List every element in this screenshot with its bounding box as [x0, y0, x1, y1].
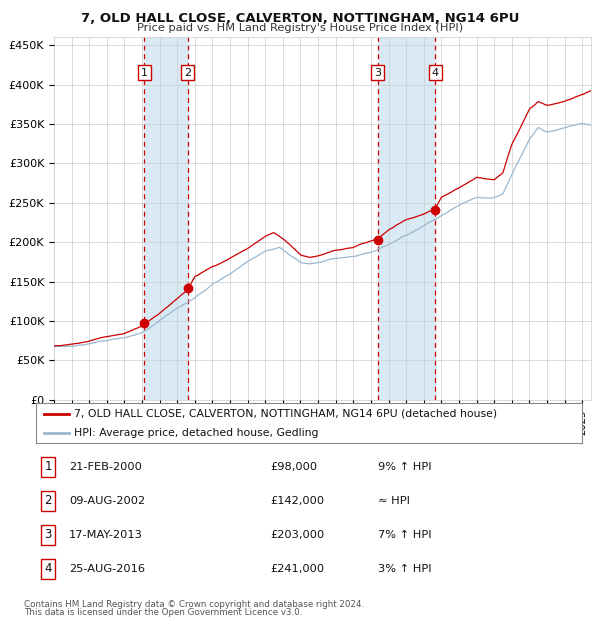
Text: 4: 4 — [44, 562, 52, 575]
Text: 2: 2 — [44, 494, 52, 507]
Text: 7% ↑ HPI: 7% ↑ HPI — [378, 529, 431, 540]
Text: 3: 3 — [44, 528, 52, 541]
Text: £142,000: £142,000 — [270, 495, 324, 506]
Text: 7, OLD HALL CLOSE, CALVERTON, NOTTINGHAM, NG14 6PU (detached house): 7, OLD HALL CLOSE, CALVERTON, NOTTINGHAM… — [74, 409, 497, 419]
Text: 3: 3 — [374, 68, 381, 78]
Text: Contains HM Land Registry data © Crown copyright and database right 2024.: Contains HM Land Registry data © Crown c… — [24, 600, 364, 609]
Text: This data is licensed under the Open Government Licence v3.0.: This data is licensed under the Open Gov… — [24, 608, 302, 617]
Text: 1: 1 — [141, 68, 148, 78]
Bar — [145, 37, 188, 400]
Text: 9% ↑ HPI: 9% ↑ HPI — [378, 461, 431, 472]
Text: £241,000: £241,000 — [270, 564, 324, 574]
Text: 1: 1 — [44, 460, 52, 473]
Text: HPI: Average price, detached house, Gedling: HPI: Average price, detached house, Gedl… — [74, 428, 319, 438]
Text: 7, OLD HALL CLOSE, CALVERTON, NOTTINGHAM, NG14 6PU: 7, OLD HALL CLOSE, CALVERTON, NOTTINGHAM… — [81, 12, 519, 25]
Text: 3% ↑ HPI: 3% ↑ HPI — [378, 564, 431, 574]
Text: 4: 4 — [431, 68, 439, 78]
Text: £203,000: £203,000 — [270, 529, 324, 540]
Text: £98,000: £98,000 — [270, 461, 317, 472]
Text: 21-FEB-2000: 21-FEB-2000 — [69, 461, 142, 472]
Text: Price paid vs. HM Land Registry's House Price Index (HPI): Price paid vs. HM Land Registry's House … — [137, 23, 463, 33]
Text: 09-AUG-2002: 09-AUG-2002 — [69, 495, 145, 506]
Text: 25-AUG-2016: 25-AUG-2016 — [69, 564, 145, 574]
Text: 17-MAY-2013: 17-MAY-2013 — [69, 529, 143, 540]
Text: 2: 2 — [184, 68, 191, 78]
Bar — [377, 37, 435, 400]
Text: ≈ HPI: ≈ HPI — [378, 495, 410, 506]
